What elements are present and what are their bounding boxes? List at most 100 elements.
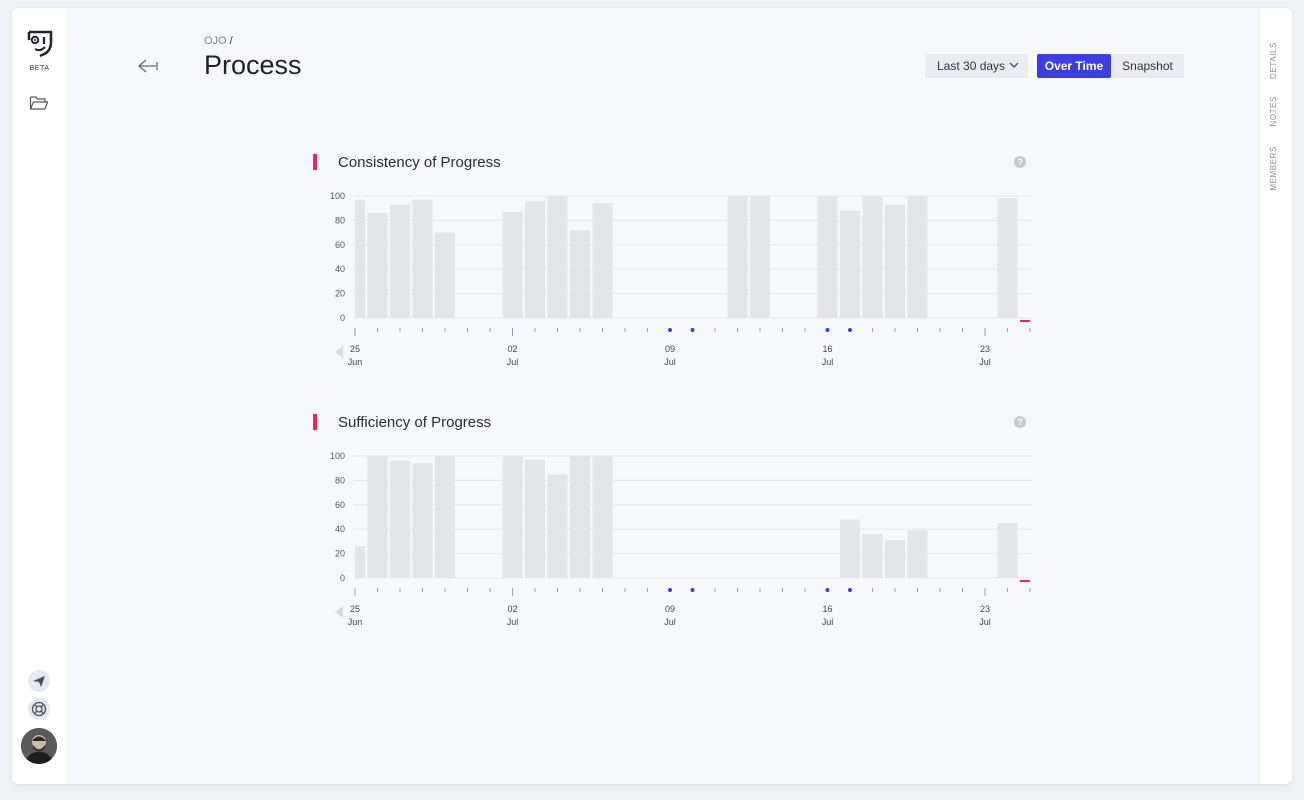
- x-tick-month-label: Jul: [822, 357, 834, 367]
- chart-bar: [862, 534, 883, 578]
- y-tick-label: 60: [335, 500, 345, 510]
- snapshot-button[interactable]: Snapshot: [1111, 54, 1184, 78]
- date-range-dropdown[interactable]: Last 30 days: [925, 54, 1028, 78]
- consistency-chart: 0 20 40 60 80 100 25 Jun 02 Jul 09 Jul 16 Jul 23 Jul: [330, 191, 1032, 367]
- x-tick-label: 09: [665, 604, 675, 614]
- x-tick-month-label: Jul: [507, 357, 519, 367]
- chart-bar: [907, 196, 928, 318]
- sufficiency-section: Sufficiency of Progress ? 0 20 40 60 80 100 25…: [307, 414, 1037, 644]
- chart-bar: [840, 210, 860, 318]
- chart-bar: [412, 463, 433, 578]
- chart-bar: [570, 456, 590, 578]
- tab-details[interactable]: DETAILS: [1269, 42, 1278, 79]
- right-sidebar: DETAILS NOTES MEMBERS: [1259, 8, 1292, 784]
- x-tick-month-label: Jul: [507, 617, 519, 627]
- chart-bar: [502, 456, 523, 578]
- x-tick-label: 09: [665, 344, 675, 354]
- x-tick-label: 02: [507, 604, 517, 614]
- activity-dot: [690, 588, 695, 592]
- x-tick-month-label: Jun: [348, 357, 363, 367]
- folder-icon[interactable]: [29, 94, 49, 112]
- x-tick-month-label: Jul: [979, 617, 991, 627]
- x-tick-label: 16: [822, 604, 832, 614]
- chart-bar: [997, 523, 1018, 578]
- chevron-down-icon: [1009, 62, 1019, 68]
- activity-dot: [668, 588, 672, 592]
- y-tick-label: 80: [335, 475, 345, 485]
- y-tick-label: 80: [335, 215, 345, 225]
- chart-bar: [355, 546, 365, 578]
- current-day-marker: [1020, 580, 1030, 582]
- y-tick-label: 20: [335, 549, 345, 559]
- y-tick-label: 20: [335, 289, 345, 299]
- chart-bar: [907, 530, 928, 578]
- chart-bar: [367, 213, 388, 318]
- chart-bar: [885, 540, 905, 578]
- y-tick-label: 100: [330, 191, 345, 201]
- breadcrumb-link[interactable]: OJO: [204, 35, 227, 47]
- chart-bar: [435, 232, 455, 318]
- section-accent: [313, 414, 317, 430]
- current-day-marker: [1020, 320, 1030, 322]
- activity-dot: [848, 588, 852, 592]
- x-tick-month-label: Jul: [664, 617, 676, 627]
- activity-dot: [848, 328, 852, 332]
- lifebuoy-icon: [31, 701, 47, 717]
- chart-bar: [547, 196, 568, 318]
- over-time-button[interactable]: Over Time: [1037, 54, 1111, 78]
- chart-bar: [817, 196, 838, 318]
- section-title: Consistency of Progress: [338, 154, 501, 171]
- chart-bar: [525, 200, 545, 318]
- chart-bar: [592, 456, 613, 578]
- scroll-left-icon[interactable]: [335, 346, 343, 358]
- chart-bar: [570, 230, 590, 318]
- x-tick-month-label: Jul: [664, 357, 676, 367]
- page-title: Process: [204, 50, 302, 80]
- scroll-left-icon[interactable]: [335, 606, 343, 618]
- x-tick-label: 02: [507, 344, 517, 354]
- date-range-label: Last 30 days: [937, 59, 1006, 73]
- chart-bar: [355, 199, 365, 318]
- chart-bar: [390, 204, 410, 318]
- tab-members[interactable]: MEMBERS: [1269, 146, 1278, 191]
- beta-label: BETA: [29, 65, 50, 72]
- app-window: BETA: [12, 8, 1292, 784]
- chart-bar: [592, 203, 613, 318]
- x-tick-label: 16: [822, 344, 832, 354]
- help-button[interactable]: [28, 698, 50, 720]
- x-tick-month-label: Jun: [348, 617, 363, 627]
- back-arrow-icon[interactable]: [136, 58, 162, 74]
- send-button[interactable]: [28, 670, 50, 692]
- x-tick-month-label: Jul: [979, 357, 991, 367]
- chart-bar: [862, 196, 883, 318]
- x-tick-month-label: Jul: [822, 617, 834, 627]
- section-title: Sufficiency of Progress: [338, 414, 492, 431]
- chart-bar: [435, 456, 455, 578]
- chart-bar: [502, 211, 523, 318]
- breadcrumb-separator: /: [229, 35, 233, 47]
- x-tick-label: 25: [350, 604, 360, 614]
- section-accent: [313, 154, 317, 170]
- consistency-section: Consistency of Progress ? 0 20 40 60 80 100 25…: [307, 154, 1037, 384]
- y-tick-label: 40: [335, 264, 345, 274]
- activity-dot: [825, 328, 830, 332]
- chart-bar: [997, 198, 1018, 318]
- user-avatar[interactable]: [21, 728, 57, 764]
- question-icon[interactable]: ?: [1014, 416, 1026, 428]
- chart-bar: [525, 459, 545, 578]
- chart-bar: [840, 519, 860, 578]
- chart-bar: [885, 204, 905, 318]
- y-tick-label: 60: [335, 240, 345, 250]
- send-icon: [33, 676, 45, 687]
- sufficiency-chart: 0 20 40 60 80 100 25 Jun 02 Jul 09 Jul 16 Jul 23 Jul: [330, 451, 1032, 627]
- tab-notes[interactable]: NOTES: [1269, 96, 1278, 127]
- chart-bar: [727, 196, 748, 318]
- x-tick-label: 23: [980, 604, 990, 614]
- x-tick-label: 25: [350, 344, 360, 354]
- y-tick-label: 0: [340, 573, 345, 583]
- y-tick-label: 40: [335, 524, 345, 534]
- ojo-logo-icon[interactable]: [25, 28, 55, 58]
- activity-dot: [690, 328, 695, 332]
- left-sidebar: BETA: [12, 8, 67, 784]
- question-icon[interactable]: ?: [1014, 156, 1026, 168]
